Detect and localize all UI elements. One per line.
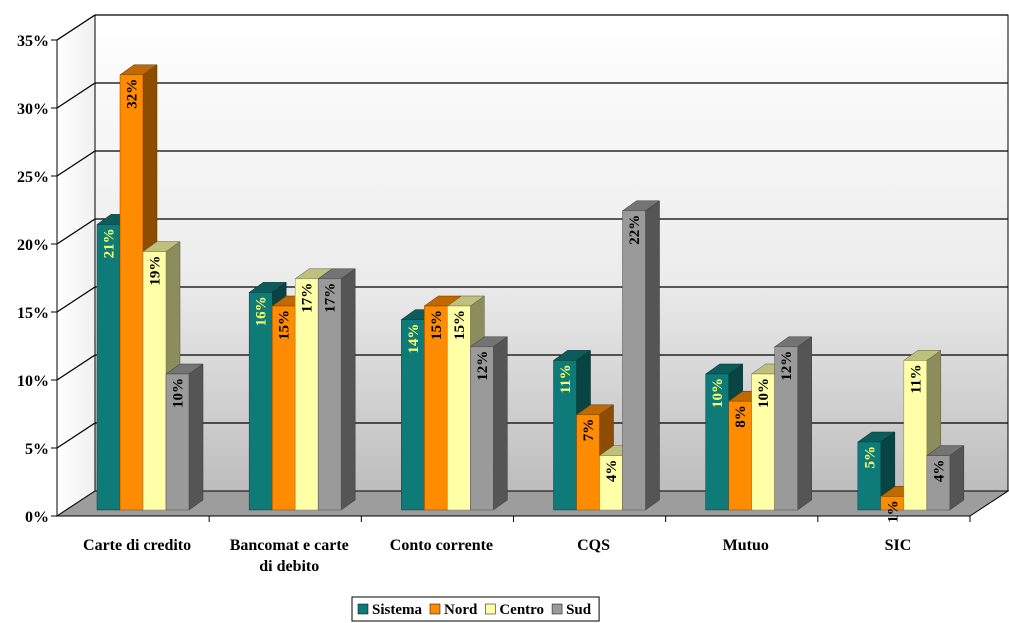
- bar-sud-2: 17%: [317, 268, 356, 511]
- data-label: 11%: [558, 364, 574, 393]
- data-label: 32%: [125, 79, 141, 109]
- data-label: 4%: [604, 460, 620, 483]
- data-label: 10%: [171, 378, 187, 408]
- y-tick-label: 20%: [17, 237, 49, 254]
- y-tick-label: 10%: [17, 373, 49, 390]
- x-category-label: Conto corrente: [390, 537, 493, 554]
- legend-swatch: [551, 603, 563, 615]
- back-wall: [94, 14, 1009, 492]
- gridline-side: [56, 218, 96, 245]
- data-label: 17%: [323, 283, 339, 313]
- legend-swatch: [429, 603, 441, 615]
- bar-sud-5: 12%: [773, 336, 813, 511]
- x-category-label: Carte di credito: [83, 537, 191, 554]
- bar-sud-3: 12%: [469, 336, 509, 511]
- y-tick-label: 35%: [17, 33, 49, 50]
- data-label: 10%: [710, 378, 726, 408]
- x-category-label: CQS: [577, 537, 610, 554]
- bar-sud-1: 10%: [165, 363, 204, 511]
- x-category-label: SIC: [885, 537, 912, 554]
- data-label: 5%: [862, 446, 878, 469]
- gridlines: [56, 14, 1008, 449]
- x-category-label: di debito: [259, 558, 319, 575]
- data-label: 15%: [429, 310, 445, 340]
- legend-label: Sistema: [372, 602, 422, 618]
- x-axis-categories: Carte di credito Bancomat e carte di debit…: [83, 537, 911, 575]
- data-label: 14%: [406, 324, 422, 354]
- data-label: 16%: [254, 296, 270, 326]
- y-tick-label: 15%: [17, 305, 49, 322]
- legend-swatch: [485, 603, 496, 615]
- legend-label: Nord: [444, 602, 478, 618]
- data-label: 19%: [148, 256, 164, 286]
- gridline-side: [56, 354, 96, 381]
- y-tick-label: 25%: [17, 169, 49, 186]
- y-tick-label: 0%: [25, 509, 49, 526]
- bars: 21% 32% 19% 10% 16% 15% 17% 17% 14% 15% 15% 12% 11% 7…: [96, 64, 965, 523]
- data-label: 21%: [102, 228, 118, 258]
- data-label: 12%: [475, 351, 491, 381]
- bar-sud-6: 4%: [926, 445, 965, 511]
- x-category-label: Mutuo: [723, 537, 769, 554]
- x-category-label: Bancomat e carte: [230, 537, 349, 554]
- data-label: 1%: [885, 500, 901, 523]
- data-label: 15%: [277, 310, 293, 340]
- side-wall: [56, 14, 96, 517]
- data-label: 15%: [452, 310, 468, 340]
- y-axis-ticks: 0% 5% 10% 15% 20% 25% 30% 35%: [17, 33, 49, 526]
- data-label: 4%: [931, 460, 947, 483]
- gridline-side: [56, 150, 96, 177]
- data-label: 22%: [627, 215, 643, 245]
- legend-label: Sud: [566, 602, 592, 618]
- gridline-side: [56, 82, 96, 109]
- gridline-side: [56, 422, 96, 449]
- y-tick-label: 30%: [17, 101, 49, 118]
- data-label: 17%: [300, 283, 316, 313]
- data-label: 7%: [581, 419, 597, 442]
- gridline-side: [56, 286, 96, 313]
- gridline-side: [56, 14, 96, 41]
- data-label: 12%: [779, 351, 795, 381]
- axes: [51, 39, 971, 522]
- legend-label: Centro: [499, 602, 544, 618]
- y-tick-label: 5%: [25, 441, 49, 458]
- bar-sud-4: 22%: [621, 200, 661, 511]
- data-label: 11%: [908, 364, 924, 393]
- legend-swatch: [357, 603, 369, 615]
- legend: Sistema Nord Centro Sud: [351, 596, 600, 622]
- data-label: 8%: [733, 405, 749, 428]
- data-label: 10%: [756, 378, 772, 408]
